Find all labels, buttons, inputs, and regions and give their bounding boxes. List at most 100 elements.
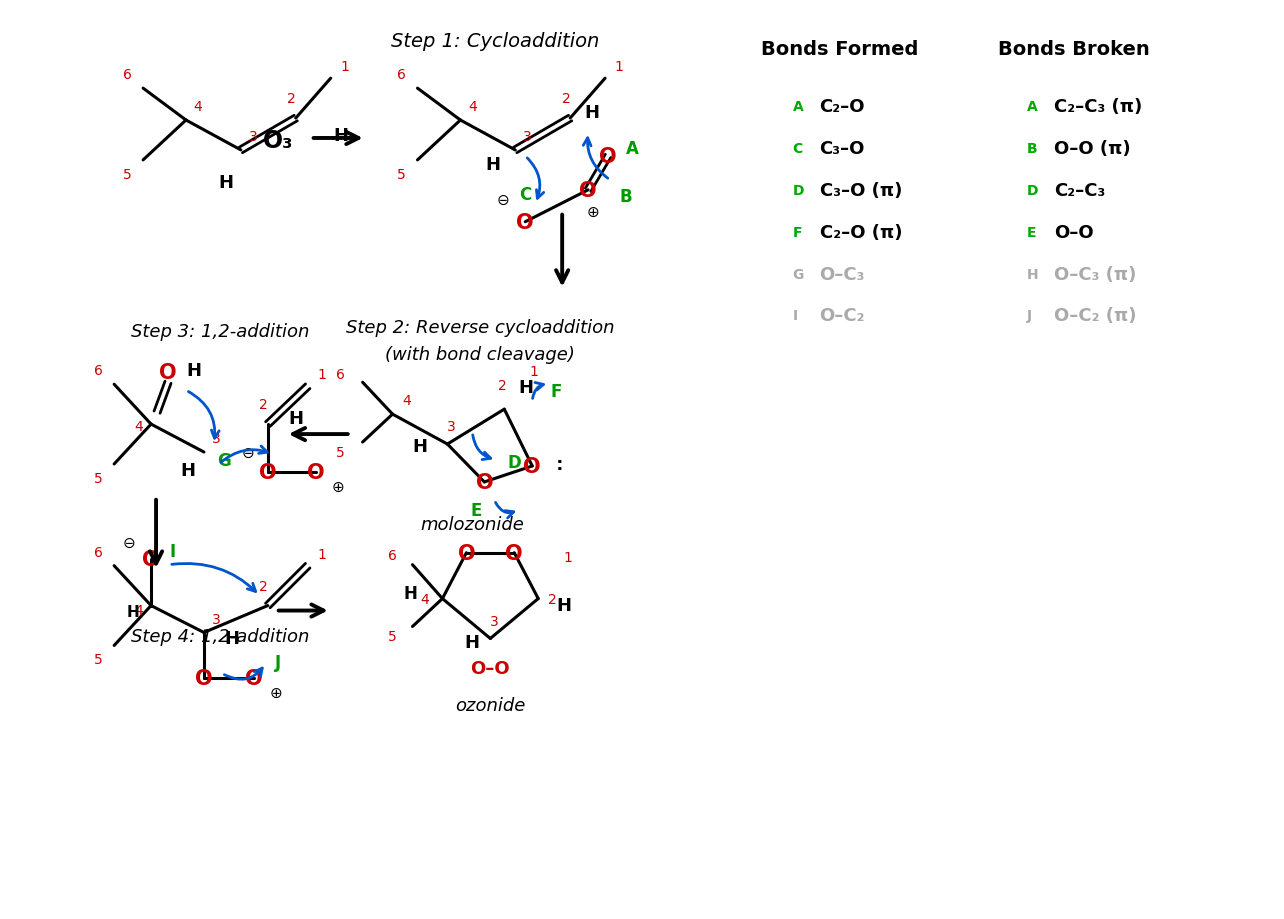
Text: H: H (519, 379, 534, 397)
Text: 6: 6 (123, 68, 131, 82)
Text: C₂–O: C₂–O (819, 98, 865, 116)
Text: H: H (557, 596, 571, 614)
Text: D: D (507, 453, 521, 471)
Text: 1: 1 (340, 60, 349, 74)
Text: O: O (259, 462, 276, 482)
Text: (with bond cleavage): (with bond cleavage) (385, 346, 575, 364)
Text: O–O: O–O (1054, 223, 1094, 242)
Text: O: O (524, 457, 541, 476)
Text: O₃: O₃ (263, 129, 293, 153)
Text: :: : (551, 456, 570, 473)
Text: H: H (288, 410, 303, 427)
Text: molozonide: molozonide (420, 516, 524, 533)
Text: 4: 4 (194, 100, 203, 114)
Text: ⊕: ⊕ (587, 205, 600, 220)
Text: 3: 3 (212, 432, 221, 446)
Text: 2: 2 (548, 592, 556, 606)
Text: O–O: O–O (470, 660, 510, 677)
Text: H: H (181, 461, 195, 480)
Text: 2: 2 (498, 379, 507, 392)
Text: Step 4: 1,2-addition: Step 4: 1,2-addition (131, 628, 309, 646)
Text: 6: 6 (336, 368, 345, 381)
Text: D: D (1027, 184, 1039, 198)
Text: C₃–O (π): C₃–O (π) (819, 182, 901, 199)
Text: 1: 1 (317, 547, 326, 562)
Text: E: E (471, 501, 482, 519)
Text: 6: 6 (94, 545, 103, 559)
Text: 5: 5 (388, 630, 397, 644)
Text: O: O (600, 147, 616, 166)
Text: 4: 4 (135, 420, 144, 434)
Text: O: O (307, 462, 325, 482)
Text: 4: 4 (135, 603, 144, 617)
Text: Step 2: Reverse cycloaddition: Step 2: Reverse cycloaddition (347, 319, 615, 337)
Text: O: O (475, 472, 493, 493)
Text: O–O (π): O–O (π) (1054, 140, 1131, 158)
Text: O: O (159, 363, 177, 383)
Text: H: H (127, 605, 140, 619)
Text: H: H (412, 437, 428, 456)
Text: O–C₂ (π): O–C₂ (π) (1054, 307, 1136, 325)
Text: H: H (403, 584, 417, 602)
Text: 5: 5 (94, 652, 103, 666)
Text: 4: 4 (402, 393, 411, 408)
Text: B: B (1027, 142, 1037, 156)
Text: C₂–O (π): C₂–O (π) (819, 223, 903, 242)
Text: B: B (620, 187, 632, 206)
Text: A: A (1027, 100, 1037, 114)
Text: D: D (792, 184, 804, 198)
Text: 3: 3 (249, 130, 257, 143)
Text: ⊖: ⊖ (497, 193, 510, 208)
Text: E: E (1027, 225, 1036, 240)
Text: I: I (792, 309, 797, 323)
Text: H: H (1027, 267, 1039, 281)
Text: 1: 1 (564, 550, 573, 564)
Text: O–C₃ (π): O–C₃ (π) (1054, 266, 1136, 283)
Text: O–C₃: O–C₃ (819, 266, 865, 283)
Text: 2: 2 (288, 92, 297, 106)
Text: H: H (465, 634, 480, 652)
Text: 3: 3 (447, 420, 456, 434)
Text: Step 1: Cycloaddition: Step 1: Cycloaddition (392, 32, 600, 51)
Text: C: C (519, 186, 532, 204)
Text: H: H (218, 174, 234, 192)
Text: 1: 1 (530, 365, 539, 379)
Text: C₂–C₃ (π): C₂–C₃ (π) (1054, 98, 1143, 116)
Text: 5: 5 (94, 471, 103, 485)
Text: J: J (1027, 309, 1032, 323)
Text: H: H (333, 127, 348, 145)
Text: ⊕: ⊕ (331, 479, 344, 494)
Text: A: A (625, 140, 638, 158)
Text: ozonide: ozonide (455, 697, 525, 714)
Text: O–C₂: O–C₂ (819, 307, 865, 325)
Text: ⊖: ⊖ (241, 445, 254, 460)
Text: 2: 2 (259, 398, 268, 412)
Text: H: H (186, 362, 202, 380)
Text: 3: 3 (490, 614, 498, 628)
Text: 5: 5 (336, 446, 345, 460)
Text: 2: 2 (259, 579, 268, 593)
Text: O: O (245, 669, 263, 688)
Text: O: O (143, 549, 160, 569)
Text: F: F (792, 225, 802, 240)
Text: 2: 2 (562, 92, 570, 106)
Text: F: F (551, 383, 562, 401)
Text: Bonds Broken: Bonds Broken (998, 40, 1150, 59)
Text: C₃–O: C₃–O (819, 140, 865, 158)
Text: O: O (516, 212, 534, 233)
Text: O: O (506, 543, 523, 563)
Text: 1: 1 (317, 368, 326, 381)
Text: I: I (169, 542, 176, 560)
Text: 3: 3 (212, 612, 221, 626)
Text: 6: 6 (397, 68, 406, 82)
Text: O: O (195, 669, 213, 688)
Text: G: G (217, 451, 231, 470)
Text: ⊕: ⊕ (270, 685, 282, 700)
Text: 1: 1 (615, 60, 624, 74)
Text: 6: 6 (94, 364, 103, 378)
Text: ⊖: ⊖ (123, 536, 136, 550)
Text: O: O (457, 543, 475, 563)
Text: Bonds Formed: Bonds Formed (761, 40, 918, 59)
Text: C₂–C₃: C₂–C₃ (1054, 182, 1106, 199)
Text: J: J (275, 653, 281, 672)
